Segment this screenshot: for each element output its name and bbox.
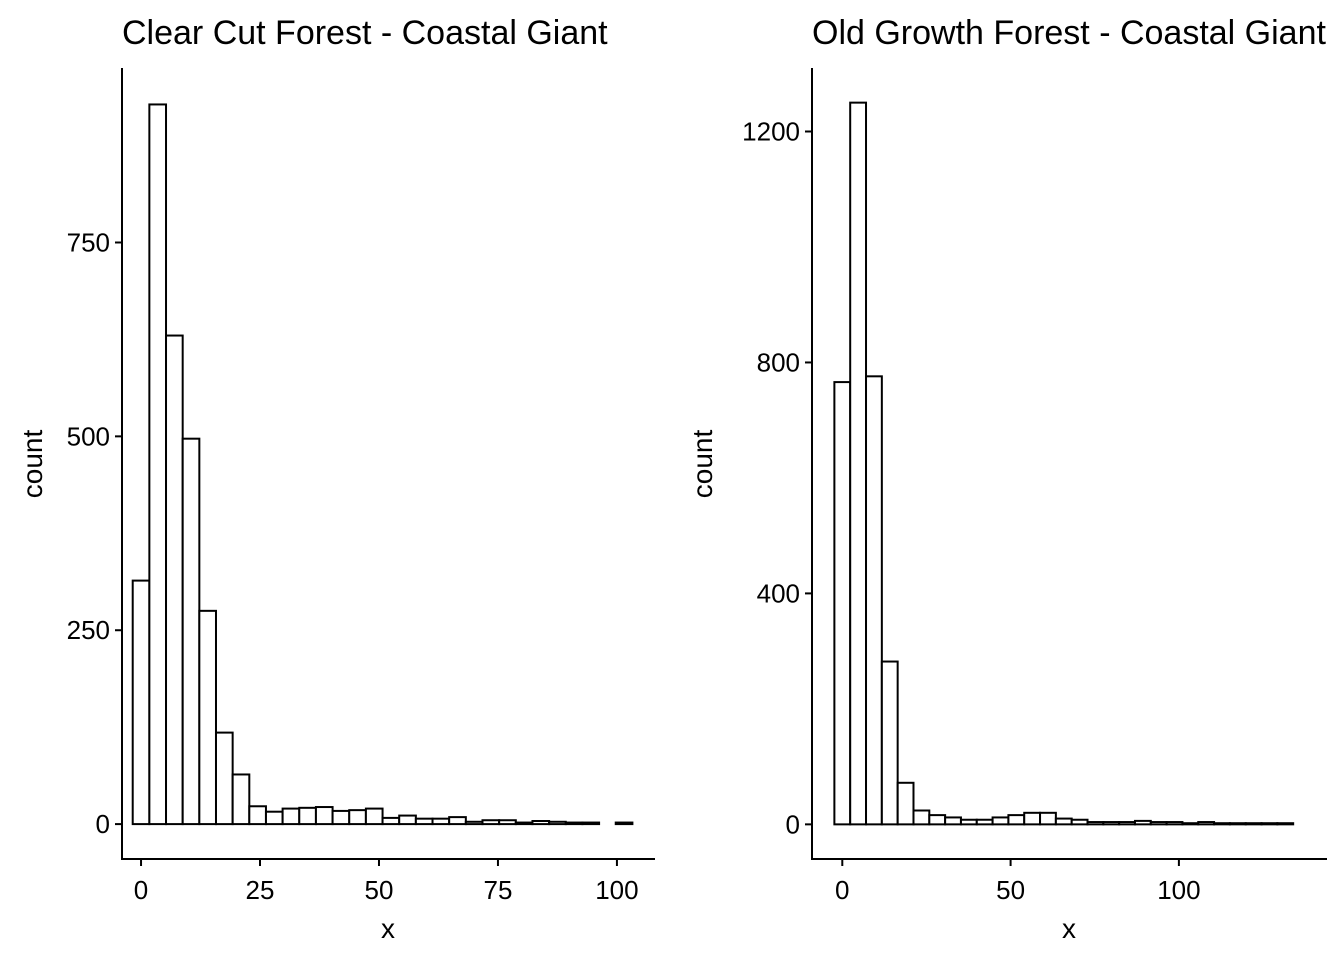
histogram-bar [975, 818, 994, 826]
histogram-bar [1213, 822, 1231, 826]
histogram-bar [331, 809, 351, 826]
histogram-bar [1228, 822, 1247, 826]
histogram-bar [264, 810, 284, 826]
y-tick-label: 250 [67, 615, 110, 645]
histogram-bar [1118, 821, 1136, 826]
old-growth-histogram-panel: Old Growth Forest - Coastal Giant count … [687, 14, 1327, 944]
histogram-bar [398, 814, 417, 826]
histogram-bar [531, 820, 551, 826]
x-tick-label: 0 [835, 875, 849, 905]
histogram-bar [1197, 821, 1216, 826]
histogram-bar [248, 805, 267, 826]
histogram-bar [231, 773, 251, 826]
histogram-bar [364, 807, 384, 826]
histogram-bar [1070, 818, 1089, 826]
histogram-bar [849, 101, 868, 826]
chart-title: Clear Cut Forest - Coastal Giant [122, 14, 608, 52]
histogram-bar [314, 806, 334, 826]
histogram-bar [431, 817, 451, 826]
histogram-bar [381, 816, 401, 826]
y-axis-title: count [17, 430, 48, 499]
histogram-bar [880, 660, 899, 826]
histogram-bar [1244, 822, 1263, 826]
histogram-bar [1165, 821, 1184, 826]
histogram-bar [1102, 821, 1121, 826]
histogram-bar [414, 817, 434, 826]
histogram-bar [148, 103, 168, 826]
histogram-bar [928, 814, 947, 826]
histogram-bar [1149, 821, 1168, 826]
histogram-bar [448, 816, 467, 826]
histogram-bar [514, 821, 534, 826]
histogram-bar [181, 437, 201, 826]
x-tick-label: 25 [246, 875, 275, 905]
y-tick-label: 500 [67, 421, 110, 451]
histogram-bar [548, 820, 567, 826]
histogram-bar [298, 806, 317, 826]
clear-cut-histogram-panel: Clear Cut Forest - Coastal Giant count x… [17, 14, 655, 944]
histogram-bar [165, 334, 184, 826]
chart-title: Old Growth Forest - Coastal Giant [812, 14, 1327, 52]
y-ticks-group: 0 250 500 750 [67, 227, 122, 839]
y-tick-label: 1200 [742, 117, 800, 147]
histogram-bar [131, 579, 151, 826]
histogram-bar [944, 816, 962, 826]
y-axis-title: count [687, 430, 718, 499]
y-tick-label: 0 [786, 809, 800, 839]
histogram-bar [1181, 822, 1200, 826]
y-tick-label: 800 [757, 347, 800, 377]
bars-group [131, 103, 634, 826]
bars-group [833, 101, 1295, 826]
x-axis-title: x [381, 913, 395, 944]
histogram-bar [481, 819, 501, 826]
histogram-bar [959, 818, 978, 826]
y-tick-label: 0 [96, 809, 110, 839]
histogram-bar [614, 821, 634, 826]
x-tick-label: 100 [595, 875, 638, 905]
x-tick-label: 100 [1157, 875, 1200, 905]
x-tick-label: 75 [483, 875, 512, 905]
histogram-bar [1054, 817, 1073, 826]
histogram-bar [198, 609, 217, 826]
x-tick-label: 50 [996, 875, 1025, 905]
histogram-bar [991, 816, 1010, 826]
y-tick-label: 400 [757, 578, 800, 608]
y-ticks-group: 0 400 800 1200 [742, 117, 812, 839]
y-tick-label: 750 [67, 227, 110, 257]
x-tick-label: 50 [365, 875, 394, 905]
histogram-bar [348, 809, 367, 826]
histogram-bar [464, 820, 484, 826]
histogram-bar [281, 807, 301, 826]
histogram-bar [865, 375, 883, 826]
histogram-bar [912, 809, 931, 826]
histogram-bar [896, 781, 915, 826]
histogram-bar [1023, 811, 1042, 826]
histogram-bar [498, 819, 517, 826]
x-ticks-group: 0 50 100 [835, 859, 1201, 905]
histogram-bar [214, 731, 234, 826]
x-ticks-group: 0 25 50 75 100 [134, 859, 639, 905]
histogram-bar [564, 821, 584, 826]
histogram-bar [1007, 814, 1026, 826]
histogram-bar [1133, 819, 1152, 826]
histogram-bar [1086, 821, 1105, 826]
histogram-bar [833, 381, 852, 826]
histogram-bar [1276, 822, 1295, 826]
x-axis-title: x [1062, 913, 1076, 944]
histogram-bar [1260, 822, 1279, 826]
histogram-bar [1039, 811, 1057, 826]
histogram-bar [581, 821, 601, 826]
x-tick-label: 0 [134, 875, 148, 905]
